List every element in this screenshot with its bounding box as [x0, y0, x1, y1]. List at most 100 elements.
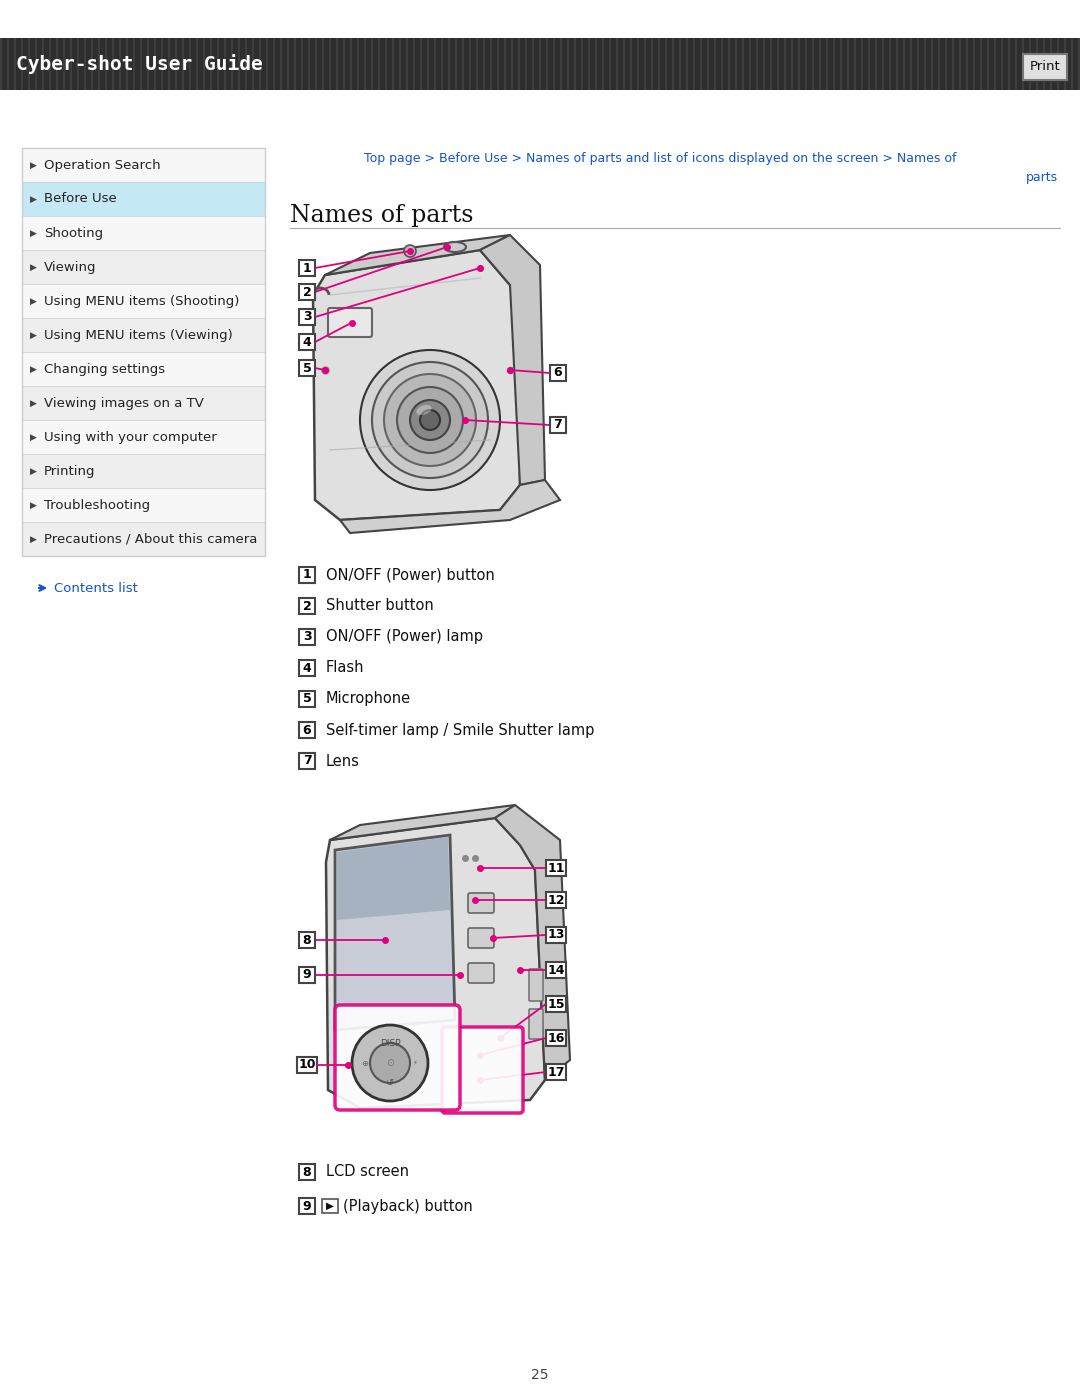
Text: 5: 5	[302, 693, 311, 705]
Polygon shape	[340, 481, 561, 534]
Text: Self-timer lamp / Smile Shutter lamp: Self-timer lamp / Smile Shutter lamp	[326, 722, 594, 738]
Bar	[22, 148, 265, 182]
Bar	[259, 38, 261, 89]
Text: Using MENU items (Viewing): Using MENU items (Viewing)	[44, 328, 233, 341]
Text: Cyber-shot User Guide: Cyber-shot User Guide	[16, 54, 262, 74]
Bar	[1043, 38, 1045, 89]
Bar	[133, 38, 135, 89]
Text: Viewing images on a TV: Viewing images on a TV	[44, 397, 204, 409]
Text: ▶: ▶	[29, 365, 37, 373]
FancyBboxPatch shape	[299, 334, 315, 351]
Text: ▶: ▶	[29, 263, 37, 271]
Bar	[532, 38, 534, 89]
Bar	[22, 148, 265, 556]
Bar	[21, 38, 23, 89]
Text: Using MENU items (Shooting): Using MENU items (Shooting)	[44, 295, 240, 307]
Bar	[959, 38, 961, 89]
FancyBboxPatch shape	[299, 753, 315, 768]
Bar	[28, 38, 30, 89]
Bar	[833, 38, 835, 89]
FancyBboxPatch shape	[468, 963, 494, 983]
Bar	[924, 38, 926, 89]
FancyBboxPatch shape	[299, 692, 315, 707]
Bar	[22, 454, 265, 488]
Circle shape	[404, 244, 416, 257]
Bar	[903, 38, 905, 89]
Text: 9: 9	[302, 1200, 311, 1213]
FancyBboxPatch shape	[546, 996, 566, 1011]
Text: ↺: ↺	[386, 1078, 394, 1088]
Bar	[819, 38, 821, 89]
FancyBboxPatch shape	[299, 1164, 315, 1180]
Text: (Playback) button: (Playback) button	[343, 1199, 473, 1214]
Bar	[22, 217, 265, 250]
Bar	[22, 319, 265, 352]
Bar	[539, 38, 541, 89]
Bar	[700, 38, 702, 89]
Bar	[364, 38, 366, 89]
Bar	[693, 38, 696, 89]
Bar	[84, 38, 86, 89]
Bar	[497, 38, 499, 89]
Bar	[384, 38, 387, 89]
Bar	[195, 38, 198, 89]
Bar	[1078, 38, 1080, 89]
FancyBboxPatch shape	[299, 932, 315, 949]
Bar	[287, 38, 289, 89]
Bar	[189, 38, 191, 89]
Circle shape	[384, 374, 476, 467]
Bar	[413, 38, 415, 89]
Bar	[1029, 38, 1031, 89]
Bar	[750, 38, 751, 89]
Bar	[721, 38, 723, 89]
Bar	[658, 38, 660, 89]
Bar	[756, 38, 758, 89]
Text: 13: 13	[548, 929, 565, 942]
Polygon shape	[335, 835, 455, 1030]
Polygon shape	[330, 805, 515, 840]
Bar	[6, 38, 9, 89]
Bar	[0, 38, 2, 89]
FancyBboxPatch shape	[550, 365, 566, 381]
Bar	[154, 38, 156, 89]
Text: 14: 14	[548, 964, 565, 977]
Text: Top page > Before Use > Names of parts and list of icons displayed on the screen: Top page > Before Use > Names of parts a…	[364, 152, 956, 165]
Circle shape	[360, 351, 500, 490]
Text: 9: 9	[302, 968, 311, 982]
Bar	[798, 38, 800, 89]
Bar	[22, 488, 265, 522]
Bar	[945, 38, 947, 89]
Text: ▶: ▶	[29, 194, 37, 204]
Bar	[22, 352, 265, 386]
Bar	[245, 38, 247, 89]
Text: Shutter button: Shutter button	[326, 598, 434, 613]
Bar	[573, 38, 576, 89]
Text: Changing settings: Changing settings	[44, 362, 165, 376]
Bar	[350, 38, 352, 89]
Bar	[91, 38, 93, 89]
Text: 2: 2	[302, 285, 311, 299]
Text: 3: 3	[302, 630, 311, 644]
Bar	[882, 38, 885, 89]
FancyBboxPatch shape	[299, 629, 315, 645]
Text: 7: 7	[302, 754, 311, 767]
Text: ▶: ▶	[29, 296, 37, 306]
Bar	[504, 38, 507, 89]
FancyBboxPatch shape	[299, 309, 315, 326]
Text: Precautions / About this camera: Precautions / About this camera	[44, 532, 257, 545]
Bar	[105, 38, 107, 89]
Bar	[931, 38, 933, 89]
FancyBboxPatch shape	[442, 1027, 523, 1113]
Bar	[35, 38, 37, 89]
Bar	[175, 38, 177, 89]
FancyBboxPatch shape	[529, 970, 543, 1002]
Bar	[49, 38, 51, 89]
Circle shape	[352, 1025, 428, 1101]
Bar	[812, 38, 814, 89]
Bar	[112, 38, 114, 89]
Bar	[294, 38, 296, 89]
Circle shape	[372, 362, 488, 478]
Text: ▶: ▶	[29, 500, 37, 510]
Bar	[329, 38, 330, 89]
FancyBboxPatch shape	[468, 893, 494, 914]
